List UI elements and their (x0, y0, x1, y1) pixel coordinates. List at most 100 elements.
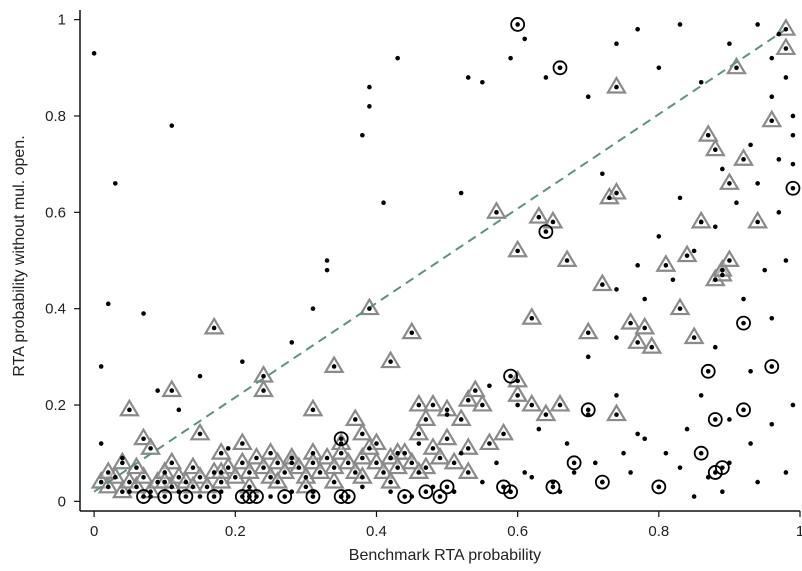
ring-marker (496, 479, 511, 495)
dot-marker (635, 26, 640, 32)
x-tick-label: 0.6 (507, 523, 528, 540)
y-tick-label: 0.8 (45, 108, 66, 125)
dot-marker (261, 373, 266, 379)
x-tick-label: 0.8 (648, 523, 669, 540)
dot-marker (324, 258, 330, 263)
dot-marker (360, 132, 365, 138)
dot-marker (705, 474, 711, 480)
dot-marker (748, 368, 753, 374)
dot-marker (522, 36, 528, 42)
dot-marker (310, 489, 316, 495)
dot-marker (712, 417, 718, 422)
dot-marker (381, 200, 386, 205)
dot-marker (402, 494, 408, 499)
dot-marker (515, 393, 520, 398)
dot-marker (712, 470, 718, 475)
dot-marker (677, 22, 683, 27)
dot-marker (656, 234, 662, 239)
dot-marker (748, 441, 753, 446)
dot-marker (105, 484, 111, 490)
dot-marker (310, 407, 316, 413)
dot-marker (289, 340, 295, 345)
dot-marker (141, 436, 146, 442)
dot-marker (345, 494, 351, 499)
dot-marker (367, 306, 372, 311)
dot-marker (480, 79, 485, 85)
dot-marker (120, 460, 125, 466)
dot-marker (698, 219, 704, 225)
dot-marker (550, 479, 556, 485)
dot-marker (642, 436, 648, 442)
dot-marker (607, 195, 612, 201)
dot-marker (204, 484, 210, 490)
dot-marker (635, 263, 640, 268)
dot-marker (120, 455, 125, 461)
ring-marker (418, 484, 434, 500)
dot-marker (437, 455, 443, 461)
dot-marker (176, 489, 182, 495)
dot-marker (324, 455, 330, 461)
dot-marker (247, 494, 252, 499)
ring-marker (594, 474, 610, 490)
dot-marker (141, 474, 146, 480)
dot-marker (600, 171, 605, 177)
dot-marker (465, 470, 471, 475)
dot-marker (712, 147, 718, 153)
dot-marker (515, 402, 520, 408)
dot-marker (98, 441, 104, 446)
dot-marker (268, 494, 273, 499)
dot-marker (790, 132, 796, 138)
ring-marker (439, 479, 455, 495)
dot-marker (388, 489, 393, 495)
dot-marker (416, 431, 422, 437)
dot-marker (543, 75, 549, 80)
ring-marker (206, 489, 222, 504)
dot-marker (783, 26, 789, 32)
dot-marker (225, 465, 231, 470)
dot-marker (127, 489, 132, 495)
dot-marker (240, 494, 245, 499)
ring-marker (277, 489, 293, 504)
dot-marker (105, 301, 111, 307)
dot-marker (218, 479, 224, 485)
dot-marker (663, 450, 669, 456)
dot-marker (155, 388, 160, 393)
dot-marker (769, 421, 775, 427)
dot-marker (741, 296, 746, 302)
dot-marker (247, 484, 252, 490)
dot-marker (769, 118, 775, 124)
dot-marker (169, 460, 175, 466)
dot-marker (331, 479, 337, 485)
dot-marker (522, 470, 528, 475)
dot-marker (360, 455, 365, 461)
dot-marker (395, 450, 400, 456)
dot-marker (536, 214, 542, 220)
dot-marker (169, 388, 175, 393)
dot-marker (395, 465, 400, 470)
dot-marker (614, 84, 619, 90)
dot-marker (741, 320, 746, 326)
dot-marker (409, 460, 415, 466)
dot-marker (712, 224, 718, 230)
dot-marker (275, 460, 280, 466)
dot-marker (465, 446, 471, 451)
dot-marker (430, 484, 436, 490)
ring-marker (552, 60, 568, 76)
dot-marker (720, 465, 725, 470)
ring-marker (736, 315, 751, 331)
dot-marker (480, 479, 485, 485)
ring-marker (707, 412, 723, 427)
dot-marker (472, 388, 478, 393)
dot-marker (621, 450, 626, 456)
dot-marker (677, 306, 683, 311)
dot-marker (698, 393, 704, 398)
dot-marker (367, 446, 372, 451)
x-tick-label: 0 (90, 523, 98, 540)
dot-marker (331, 364, 337, 369)
dot-marker (324, 267, 330, 273)
dot-marker (677, 465, 683, 470)
dot-marker (564, 258, 570, 263)
dot-marker (423, 417, 429, 422)
dot-marker (494, 210, 499, 215)
dot-marker (423, 465, 429, 470)
